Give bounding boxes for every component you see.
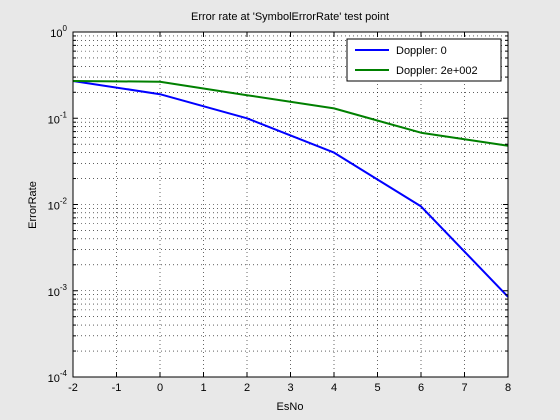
legend-label-series-1: Doppler: 0: [396, 45, 447, 57]
x-tick-label: 7: [461, 382, 467, 394]
legend-box: [346, 38, 502, 82]
y-tick-label: 100: [50, 24, 67, 40]
x-axis-label: EsNo: [277, 401, 304, 413]
x-tick-label: 2: [244, 382, 250, 394]
x-tick-label: -2: [68, 382, 78, 394]
y-tick-label: 10-1: [48, 110, 68, 126]
y-tick-label: 10-4: [48, 369, 68, 385]
y-axis-label: ErrorRate: [27, 181, 39, 229]
series-line-2: [72, 80, 509, 147]
x-tick-label: 0: [157, 382, 163, 394]
x-tick-label: 6: [418, 382, 424, 394]
x-tick-label: 8: [505, 382, 511, 394]
y-tick-label: 10-3: [48, 283, 68, 299]
series-group: [72, 80, 509, 298]
x-tick-label: 4: [331, 382, 337, 394]
chart-title: Error rate at 'SymbolErrorRate' test poi…: [191, 11, 389, 23]
series-line-1: [72, 80, 509, 298]
x-tick-label: -1: [112, 382, 122, 394]
x-tick-label: 1: [200, 382, 206, 394]
x-tick-label: 5: [374, 382, 380, 394]
y-tick-label: 10-2: [48, 197, 68, 213]
legend: Doppler: 0 Doppler: 2e+002: [346, 38, 502, 82]
x-tick-label: 3: [287, 382, 293, 394]
axis-ticks: -2 -1 0 1 2 3 4 5 6 7 8 10-4 10-3 10-2 10-1 100: [48, 24, 511, 394]
legend-label-series-2: Doppler: 2e+002: [396, 65, 478, 77]
